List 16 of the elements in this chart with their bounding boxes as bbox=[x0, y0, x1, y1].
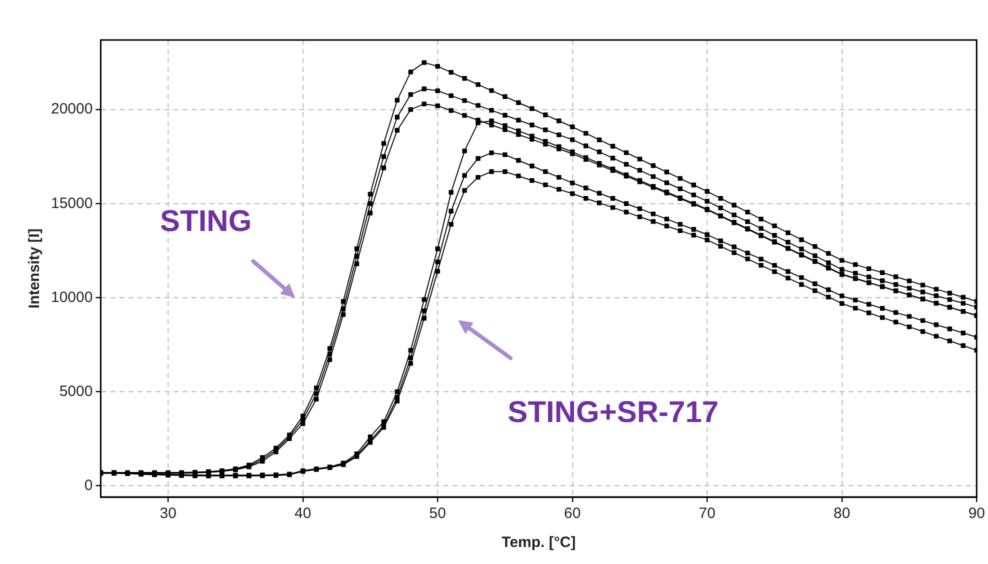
y-axis-title: Intensity [I] bbox=[26, 228, 44, 309]
y-tick-label: 10000 bbox=[50, 288, 93, 306]
annotation: STING+SR-717 bbox=[508, 396, 719, 430]
x-tick-label: 50 bbox=[429, 505, 446, 522]
x-axis-title: Temp. [°C] bbox=[502, 534, 576, 552]
x-tick-label: 90 bbox=[968, 505, 985, 522]
x-tick-label: 70 bbox=[698, 505, 716, 522]
annotation: STING bbox=[160, 205, 252, 238]
x-tick-label: 40 bbox=[294, 505, 312, 522]
x-tick-label: 80 bbox=[834, 505, 850, 522]
y-tick-label: 15000 bbox=[50, 194, 93, 212]
y-tick-label: 0 bbox=[84, 476, 93, 494]
y-tick-label: 20000 bbox=[50, 100, 93, 118]
x-tick-label: 60 bbox=[564, 505, 581, 522]
x-tick-label: 30 bbox=[160, 505, 176, 522]
y-tick-label: 5000 bbox=[59, 382, 93, 400]
